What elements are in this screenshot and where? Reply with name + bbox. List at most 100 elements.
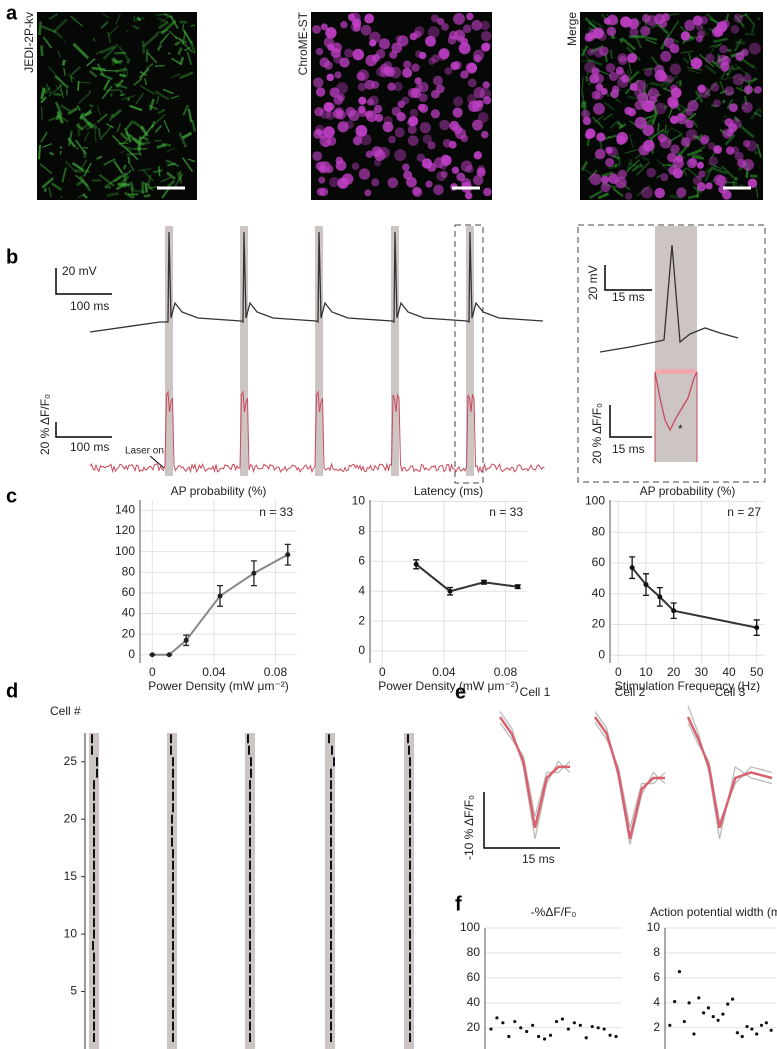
cell-body <box>344 48 354 58</box>
cell-body <box>680 31 691 41</box>
cell-body <box>461 177 472 189</box>
cell-body <box>387 177 399 189</box>
y-tick-label: 6 <box>653 970 660 984</box>
cell-body <box>745 140 758 152</box>
texture <box>726 64 735 76</box>
texture <box>657 123 660 132</box>
texture <box>139 67 150 79</box>
texture <box>83 131 90 142</box>
cell-body <box>318 165 327 174</box>
texture <box>166 179 176 188</box>
cell-body <box>357 69 370 82</box>
y-tick-label: 100 <box>460 920 480 934</box>
texture <box>182 104 190 116</box>
texture <box>130 186 135 199</box>
cell-body <box>442 138 452 148</box>
trace <box>499 722 571 817</box>
cell-body <box>732 73 745 86</box>
y-tick-label: 20 <box>122 626 136 640</box>
texture <box>581 45 589 57</box>
cell-body <box>360 24 372 36</box>
cell-body <box>747 178 758 188</box>
texture <box>179 20 188 24</box>
texture <box>166 147 176 153</box>
texture <box>593 115 605 124</box>
cell-body <box>365 110 378 123</box>
texture <box>655 21 670 35</box>
cell-body <box>369 39 377 47</box>
cell-body <box>647 88 660 100</box>
texture <box>694 90 704 103</box>
texture <box>115 13 121 25</box>
cell-body <box>696 182 706 192</box>
texture <box>708 17 720 25</box>
cell-body <box>315 47 324 56</box>
texture <box>620 37 636 51</box>
cell-body <box>414 77 422 85</box>
point <box>578 1023 582 1027</box>
texture <box>735 86 746 93</box>
cell-body <box>589 173 602 186</box>
cell-body <box>358 96 367 105</box>
texture <box>687 66 703 71</box>
texture <box>43 187 47 192</box>
texture <box>113 172 127 183</box>
scale-label: 15 ms <box>612 290 645 304</box>
texture <box>77 80 80 91</box>
cell-body <box>741 101 753 113</box>
cell-body <box>605 63 616 73</box>
cell-body <box>425 35 436 47</box>
scale-label: 20 % ΔF/F₀ <box>590 403 604 464</box>
cell-body <box>430 14 440 23</box>
cell-body <box>644 68 653 77</box>
point <box>706 1006 711 1010</box>
cell-body <box>676 187 687 198</box>
cell-body <box>418 93 428 103</box>
cell-body <box>389 66 402 79</box>
cell-body <box>440 170 448 178</box>
texture <box>146 52 158 64</box>
cell-body <box>313 77 324 88</box>
point <box>447 588 453 594</box>
point <box>285 552 291 558</box>
texture <box>106 192 119 198</box>
annotation: n = 33 <box>489 505 523 519</box>
cell-body <box>615 66 624 75</box>
texture <box>119 73 127 78</box>
point <box>572 1021 576 1025</box>
cell-body <box>634 116 647 129</box>
cell-body <box>358 109 367 118</box>
panel-label: e <box>455 681 466 703</box>
texture <box>142 33 159 48</box>
point <box>657 594 663 600</box>
cell-body <box>617 169 627 179</box>
cell-body <box>483 96 492 105</box>
cell-body <box>431 54 440 63</box>
texture <box>744 32 755 36</box>
texture <box>100 20 109 30</box>
point <box>513 1019 517 1024</box>
point <box>548 1033 553 1037</box>
cell-body <box>359 133 372 146</box>
cell-body <box>318 176 326 184</box>
cell-body <box>720 62 730 72</box>
texture <box>158 166 161 177</box>
cell-body <box>668 99 679 110</box>
texture <box>724 133 736 146</box>
cell-body <box>329 87 340 98</box>
texture <box>54 101 63 116</box>
texture <box>161 188 170 199</box>
texture <box>186 51 193 66</box>
texture <box>103 79 111 91</box>
point <box>711 1014 715 1019</box>
texture <box>580 101 587 109</box>
texture <box>111 56 122 66</box>
cell-body <box>375 49 386 59</box>
cell-body <box>684 19 696 31</box>
cell-body <box>312 151 323 161</box>
texture <box>157 17 168 24</box>
texture <box>99 125 113 141</box>
cell-body <box>605 146 613 154</box>
cell-body <box>743 74 752 82</box>
y-tick-label: 15 <box>64 869 78 883</box>
